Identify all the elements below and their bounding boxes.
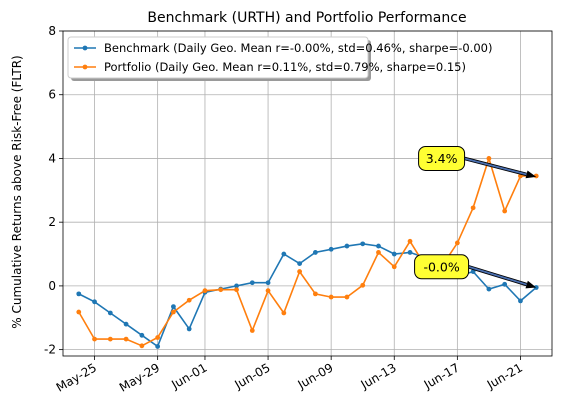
series-1-point xyxy=(360,241,365,246)
series-1-point xyxy=(408,250,413,255)
series-layer xyxy=(76,156,538,349)
annotation-label: -0.0% xyxy=(423,259,459,274)
series-2-point xyxy=(408,239,413,244)
series-1-point xyxy=(155,344,160,349)
x-tick-label: Jun-17 xyxy=(421,360,462,392)
series-1-point xyxy=(139,333,144,338)
series-2-point xyxy=(187,298,192,303)
series-2-point xyxy=(203,288,208,293)
series-2-point xyxy=(250,328,255,333)
y-axis-label: % Cumulative Returns above Risk-Free (FL… xyxy=(10,55,24,328)
series-line-2 xyxy=(79,159,536,346)
y-tick-label: 8 xyxy=(48,24,56,38)
legend-label-1: Benchmark (Daily Geo. Mean r=-0.00%, std… xyxy=(104,41,492,55)
series-2-point xyxy=(139,343,144,348)
series-1-point xyxy=(313,250,318,255)
series-1-point xyxy=(487,287,492,292)
series-2-point xyxy=(297,269,302,274)
series-2-point xyxy=(487,156,492,161)
series-2-point xyxy=(234,287,239,292)
series-2-point xyxy=(124,337,129,342)
x-tick-label: Jun-21 xyxy=(484,360,525,392)
series-1-point xyxy=(266,280,271,285)
x-tick-label: Jun-05 xyxy=(231,360,272,392)
series-1-point xyxy=(171,304,176,309)
x-tick-label: Jun-01 xyxy=(168,360,209,392)
series-1-point xyxy=(518,298,523,303)
series-2-point xyxy=(155,335,160,340)
series-2-point xyxy=(281,311,286,316)
y-tick-label: 4 xyxy=(48,151,56,165)
series-1-point xyxy=(376,244,381,249)
y-tick-label: 2 xyxy=(48,215,56,229)
series-2-point xyxy=(218,287,223,292)
legend-swatch-marker xyxy=(83,46,88,51)
series-2-point xyxy=(108,337,113,342)
series-2-point xyxy=(266,288,271,293)
series-1-point xyxy=(187,327,192,332)
y-tick-label: 6 xyxy=(48,88,56,102)
x-tick-label: Jun-13 xyxy=(358,360,399,392)
y-tick-label: -2 xyxy=(44,343,56,357)
series-1-point xyxy=(502,282,507,287)
y-tick-label: 0 xyxy=(48,279,56,293)
series-1-point xyxy=(108,311,113,316)
series-1-point xyxy=(329,247,334,252)
series-1-point xyxy=(345,244,350,249)
series-2-point xyxy=(471,205,476,210)
series-1-point xyxy=(92,299,97,304)
annotation-label: 3.4% xyxy=(426,151,458,166)
series-2-point xyxy=(502,209,507,214)
legend: Benchmark (Daily Geo. Mean r=-0.00%, std… xyxy=(68,37,492,81)
chart-title: Benchmark (URTH) and Portfolio Performan… xyxy=(147,10,466,26)
annotations: 3.4% -0.0% xyxy=(415,146,537,288)
series-1-point xyxy=(124,322,129,327)
x-tick-label: Jun-09 xyxy=(295,360,336,392)
series-2-point xyxy=(376,250,381,255)
series-1-point xyxy=(297,261,302,266)
series-2-point xyxy=(92,337,97,342)
legend-label-2: Portfolio (Daily Geo. Mean r=0.11%, std=… xyxy=(104,60,466,74)
series-1-point xyxy=(76,291,81,296)
series-2-point xyxy=(455,240,460,245)
series-1-point xyxy=(250,280,255,285)
legend-swatch-marker xyxy=(83,65,88,70)
series-2-point xyxy=(313,291,318,296)
series-1-point xyxy=(392,252,397,257)
series-2-point xyxy=(392,264,397,269)
series-2-point xyxy=(345,295,350,300)
series-2-point xyxy=(329,295,334,300)
series-2-point xyxy=(76,310,81,315)
x-tick-label: May-29 xyxy=(117,360,162,394)
annotation-arrow-head xyxy=(525,281,536,289)
annotation-arrow-fill xyxy=(465,158,527,174)
x-tick-label: May-25 xyxy=(54,360,99,394)
series-2-point xyxy=(171,310,176,315)
series-1-point xyxy=(281,252,286,257)
series-2-point xyxy=(360,283,365,288)
